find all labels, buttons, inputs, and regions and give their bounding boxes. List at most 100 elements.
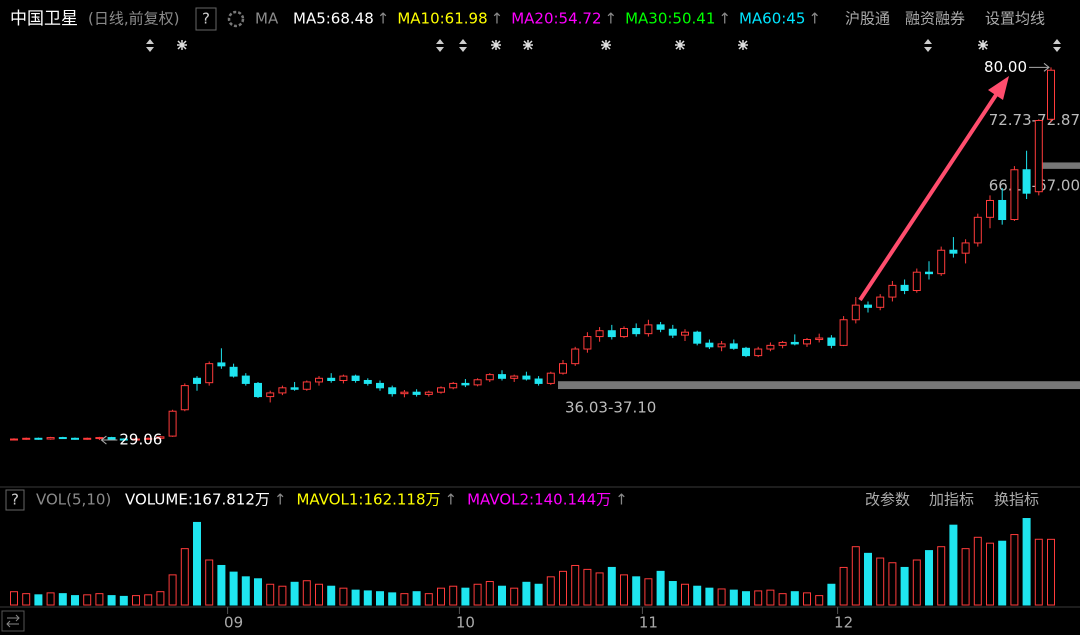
candle-body [34,437,43,440]
volume-bar [900,566,909,606]
candle-body [412,391,421,395]
candle-body [339,375,348,381]
candle-body [876,296,885,308]
candle-body [498,374,506,379]
volume-bar [254,578,262,606]
candle-body [766,344,775,350]
candle-body [973,216,982,244]
scroll-button[interactable] [1,610,25,632]
header-link[interactable]: 融资融券 [905,10,965,28]
vol-help-box[interactable] [5,489,25,511]
volume-bar [1034,538,1043,606]
volume-bar [998,540,1007,606]
vol-button[interactable]: 换指标 [994,491,1039,509]
volume-bar [400,593,409,606]
ma-value: MA30:50.41 [625,10,715,28]
vol-help[interactable]: ? [11,491,19,509]
candle-body [180,385,189,411]
header-link[interactable]: 设置均线 [985,10,1045,28]
help[interactable]: ? [202,10,210,28]
candle-body [986,199,994,218]
candle-body [839,319,848,346]
volume-bar [107,595,116,606]
volume-bar [168,574,177,606]
volume-bar [620,574,628,606]
volume-bar [510,587,519,606]
annotation-head [100,435,107,445]
vol-arrow: ↑ [445,491,458,509]
stock-mode: (日线,前复权) [88,10,179,28]
candle-body [864,304,872,308]
candle-body [22,437,31,440]
candle-body [473,379,482,386]
candle-body [327,377,336,381]
volume-bar [851,546,860,606]
candle-body [595,330,604,338]
volume-bar [912,559,921,606]
ma-arrow: ↑ [377,10,390,28]
volume-bar [937,546,946,606]
volume-bar [193,521,201,606]
candle-body [559,363,567,374]
volume-bar [778,593,787,606]
volume-bar [754,590,763,606]
candle-body [949,249,958,254]
candle-body [315,377,323,383]
candle-body [144,437,153,440]
range-band [1036,162,1080,169]
vol-arrow: ↑ [615,491,628,509]
candle-body [656,324,665,330]
volume-bar [498,585,506,606]
volume-bar [10,591,18,606]
help-box[interactable] [195,7,217,31]
candle-body [571,348,580,365]
candle-body [485,374,494,381]
range-label: 72.73-72.87 [989,111,1080,129]
settings-icon[interactable] [227,10,245,28]
candle-body [815,337,824,341]
event-marker [146,39,154,52]
arrow-head [988,76,1009,100]
volume-bar [83,594,92,606]
volume-bar [973,536,982,606]
candle-body [534,378,543,384]
volume-bar [986,542,994,606]
volume-bar [729,589,738,606]
ma-arrow: ↑ [808,10,821,28]
volume-bar [839,566,848,606]
candle-body [790,341,799,345]
vol-button[interactable]: 加指标 [929,491,974,509]
volume-bar [595,572,604,606]
ma-value: MA60:45 [739,10,805,28]
volume-bar [412,591,421,606]
candle-body [644,324,653,335]
volume-bar [266,583,275,606]
scroll-icon [6,614,20,628]
candle-body [1034,120,1043,193]
event-marker [436,39,444,52]
volume-bar [363,590,372,606]
x-tick-label: 10 [456,614,475,632]
volume-bar [58,593,67,606]
candle-body [632,328,641,335]
candle-body [278,387,287,394]
x-tick-label: 12 [834,614,853,632]
vol-value: VOLUME:167.812万 [125,491,270,509]
candle-body [400,391,409,395]
candle-body [778,341,787,346]
volume-bar [656,570,665,606]
candle-body [510,375,519,379]
candle-body [95,437,104,440]
candle-body [193,377,201,384]
arrow-shaft [858,90,1000,302]
vol-arrow: ↑ [274,491,287,509]
volume-bar [681,583,689,606]
header-link[interactable]: 沪股通 [845,10,890,28]
candle-body [205,363,214,384]
candle-body [998,199,1007,221]
volume-bar [766,589,775,606]
candle-body [729,343,738,349]
candle-body [156,436,165,439]
volume-bar [290,581,299,606]
vol-button[interactable]: 改参数 [865,491,910,509]
